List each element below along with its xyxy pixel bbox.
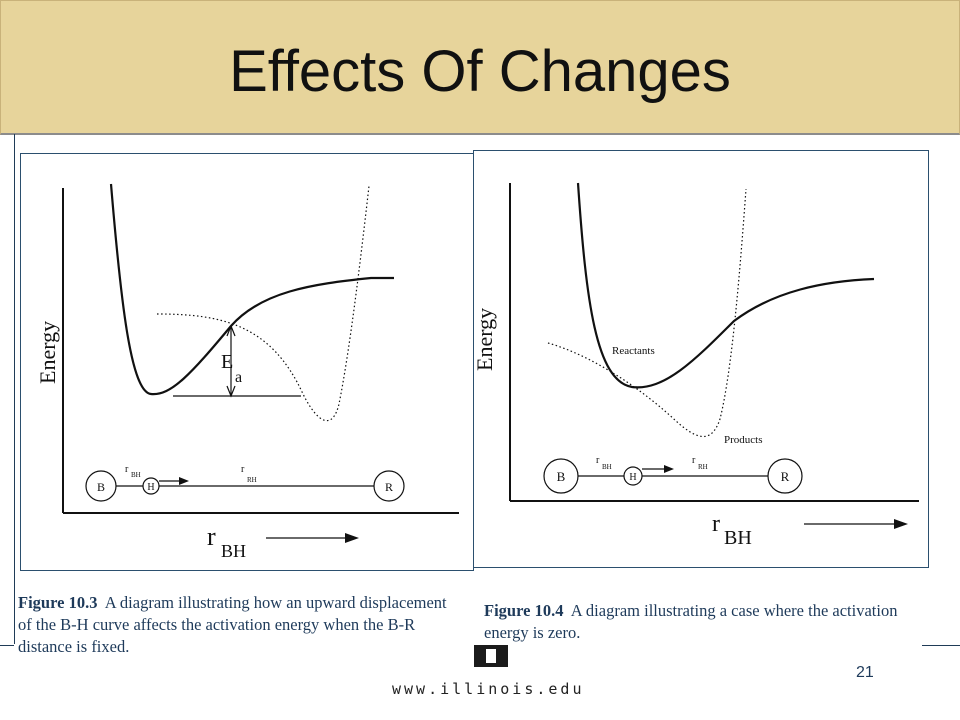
atom-b-label: B (97, 480, 105, 494)
figure-10-4-panel: Energy Reactants Products B H R r BH r R… (473, 150, 929, 568)
page-number: 21 (856, 664, 874, 681)
university-logo (474, 645, 508, 667)
rrh-subscript: RH (698, 463, 708, 471)
figure-10-3-panel: Energy E a B H R r BH r RH r BH (20, 153, 474, 571)
figure-10-4-diagram: Energy Reactants Products B H R r BH r R… (474, 182, 919, 549)
footer-url: www.illinois.edu (392, 680, 585, 698)
rrh-subscript: RH (247, 476, 257, 484)
title-bar (0, 0, 960, 135)
atom-r-label: R (781, 469, 790, 484)
bh-potential-curve (109, 183, 394, 396)
x-axis-arrowhead (894, 519, 908, 529)
figure-10-3-diagram: Energy E a B H R r BH r RH r BH (35, 183, 459, 561)
ea-arrow-up (226, 324, 236, 337)
figure-10-3-caption-text: A diagram illustrating how an upward dis… (18, 593, 447, 656)
x-axis-subscript: BH (221, 541, 246, 561)
atom-h-label: H (147, 482, 154, 493)
br-potential-curve (547, 188, 747, 437)
rbh-subscript: BH (131, 471, 141, 479)
x-axis-label: r (207, 522, 216, 551)
y-axis-label: Energy (474, 308, 497, 371)
slide-title: Effects Of Changes (229, 39, 731, 104)
bh-potential-curve (576, 182, 875, 389)
x-axis-subscript: BH (724, 527, 752, 549)
y-axis-label: Energy (35, 321, 60, 384)
rbh-label: r (125, 464, 129, 475)
ea-label: E (221, 351, 233, 373)
atom-h-label: H (629, 472, 636, 483)
atom-b-label: B (557, 469, 566, 484)
left-bottom-line (0, 645, 14, 646)
br-potential-curve (156, 185, 370, 422)
reactants-label: Reactants (612, 345, 655, 357)
rbh-label: r (596, 455, 600, 466)
rrh-label: r (692, 455, 696, 466)
x-axis-arrowhead (345, 533, 359, 543)
right-bottom-line (922, 645, 960, 646)
figure-10-3-caption: Figure 10.3 A diagram illustrating how a… (18, 592, 464, 658)
figure-10-4-caption-text: A diagram illustrating a case where the … (484, 601, 898, 642)
rbh-arrowhead (179, 477, 189, 485)
atom-r-label: R (385, 480, 393, 494)
figure-10-4-caption-label: Figure 10.4 (484, 601, 564, 620)
figure-10-3-caption-label: Figure 10.3 (18, 593, 98, 612)
rrh-label: r (241, 464, 245, 475)
rbh-subscript: BH (602, 463, 612, 471)
products-label: Products (724, 434, 763, 446)
rbh-arrowhead (664, 465, 674, 473)
x-axis-label: r (712, 511, 720, 537)
ea-subscript: a (235, 369, 242, 386)
left-border-line (14, 134, 15, 644)
figure-10-4-caption: Figure 10.4 A diagram illustrating a cas… (484, 600, 914, 644)
